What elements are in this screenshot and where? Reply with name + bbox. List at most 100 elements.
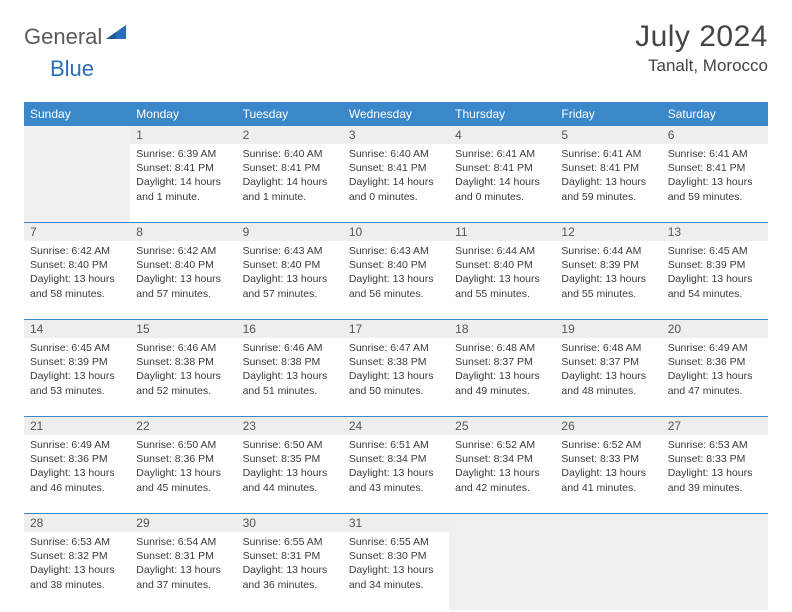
daylight-text: Daylight: 13 hours and 47 minutes. xyxy=(668,369,762,397)
daylight-text: Daylight: 14 hours and 1 minute. xyxy=(243,175,337,203)
calendar-cell: Sunrise: 6:54 AMSunset: 8:31 PMDaylight:… xyxy=(130,532,236,610)
sunset-text: Sunset: 8:38 PM xyxy=(136,355,230,369)
sunset-text: Sunset: 8:41 PM xyxy=(668,161,762,175)
sunrise-text: Sunrise: 6:46 AM xyxy=(243,341,337,355)
calendar-cell-empty xyxy=(555,532,661,610)
daynum-cell: 16 xyxy=(237,320,343,338)
sunrise-text: Sunrise: 6:52 AM xyxy=(561,438,655,452)
weeks-container: 123456Sunrise: 6:39 AMSunset: 8:41 PMDay… xyxy=(24,126,768,610)
sunrise-text: Sunrise: 6:43 AM xyxy=(243,244,337,258)
sunrise-text: Sunrise: 6:42 AM xyxy=(30,244,124,258)
sunrise-text: Sunrise: 6:44 AM xyxy=(561,244,655,258)
daylight-text: Daylight: 13 hours and 39 minutes. xyxy=(668,466,762,494)
day-header-monday: Monday xyxy=(130,102,236,126)
daynum-cell: 18 xyxy=(449,320,555,338)
sunrise-text: Sunrise: 6:42 AM xyxy=(136,244,230,258)
sunrise-text: Sunrise: 6:55 AM xyxy=(349,535,443,549)
daylight-text: Daylight: 13 hours and 57 minutes. xyxy=(243,272,337,300)
sunset-text: Sunset: 8:34 PM xyxy=(455,452,549,466)
week-row: Sunrise: 6:45 AMSunset: 8:39 PMDaylight:… xyxy=(24,338,768,417)
sunrise-text: Sunrise: 6:41 AM xyxy=(455,147,549,161)
daylight-text: Daylight: 13 hours and 59 minutes. xyxy=(561,175,655,203)
daynum-cell: 25 xyxy=(449,417,555,435)
sunrise-text: Sunrise: 6:45 AM xyxy=(668,244,762,258)
calendar-cell: Sunrise: 6:40 AMSunset: 8:41 PMDaylight:… xyxy=(237,144,343,222)
daylight-text: Daylight: 13 hours and 59 minutes. xyxy=(668,175,762,203)
sunrise-text: Sunrise: 6:53 AM xyxy=(30,535,124,549)
calendar: Sunday Monday Tuesday Wednesday Thursday… xyxy=(24,102,768,610)
daynum-cell: 1 xyxy=(130,126,236,144)
daylight-text: Daylight: 13 hours and 50 minutes. xyxy=(349,369,443,397)
daylight-text: Daylight: 13 hours and 34 minutes. xyxy=(349,563,443,591)
calendar-cell: Sunrise: 6:51 AMSunset: 8:34 PMDaylight:… xyxy=(343,435,449,513)
daylight-text: Daylight: 13 hours and 41 minutes. xyxy=(561,466,655,494)
calendar-cell: Sunrise: 6:48 AMSunset: 8:37 PMDaylight:… xyxy=(449,338,555,416)
week-daynum-row: 21222324252627 xyxy=(24,417,768,435)
sunrise-text: Sunrise: 6:40 AM xyxy=(243,147,337,161)
calendar-cell: Sunrise: 6:44 AMSunset: 8:39 PMDaylight:… xyxy=(555,241,661,319)
sunset-text: Sunset: 8:38 PM xyxy=(243,355,337,369)
daynum-cell: 22 xyxy=(130,417,236,435)
sunset-text: Sunset: 8:41 PM xyxy=(136,161,230,175)
daylight-text: Daylight: 13 hours and 58 minutes. xyxy=(30,272,124,300)
daylight-text: Daylight: 13 hours and 42 minutes. xyxy=(455,466,549,494)
day-header-wednesday: Wednesday xyxy=(343,102,449,126)
day-header-saturday: Saturday xyxy=(662,102,768,126)
daynum-cell: 12 xyxy=(555,223,661,241)
daylight-text: Daylight: 14 hours and 0 minutes. xyxy=(455,175,549,203)
logo-text-general: General xyxy=(24,24,102,50)
sunset-text: Sunset: 8:32 PM xyxy=(30,549,124,563)
daylight-text: Daylight: 13 hours and 56 minutes. xyxy=(349,272,443,300)
sunset-text: Sunset: 8:39 PM xyxy=(30,355,124,369)
sunset-text: Sunset: 8:40 PM xyxy=(243,258,337,272)
sunset-text: Sunset: 8:31 PM xyxy=(136,549,230,563)
sunrise-text: Sunrise: 6:48 AM xyxy=(455,341,549,355)
sunset-text: Sunset: 8:33 PM xyxy=(561,452,655,466)
sunrise-text: Sunrise: 6:50 AM xyxy=(243,438,337,452)
sunset-text: Sunset: 8:35 PM xyxy=(243,452,337,466)
sunset-text: Sunset: 8:33 PM xyxy=(668,452,762,466)
calendar-cell: Sunrise: 6:47 AMSunset: 8:38 PMDaylight:… xyxy=(343,338,449,416)
daynum-cell xyxy=(449,514,555,532)
daylight-text: Daylight: 13 hours and 53 minutes. xyxy=(30,369,124,397)
sunset-text: Sunset: 8:30 PM xyxy=(349,549,443,563)
sunrise-text: Sunrise: 6:46 AM xyxy=(136,341,230,355)
daylight-text: Daylight: 13 hours and 51 minutes. xyxy=(243,369,337,397)
week-daynum-row: 28293031 xyxy=(24,514,768,532)
daylight-text: Daylight: 13 hours and 37 minutes. xyxy=(136,563,230,591)
daynum-cell: 17 xyxy=(343,320,449,338)
day-headers-row: Sunday Monday Tuesday Wednesday Thursday… xyxy=(24,102,768,126)
day-header-friday: Friday xyxy=(555,102,661,126)
sunset-text: Sunset: 8:39 PM xyxy=(561,258,655,272)
week-row: Sunrise: 6:39 AMSunset: 8:41 PMDaylight:… xyxy=(24,144,768,223)
daynum-cell: 29 xyxy=(130,514,236,532)
calendar-cell: Sunrise: 6:46 AMSunset: 8:38 PMDaylight:… xyxy=(237,338,343,416)
calendar-cell: Sunrise: 6:52 AMSunset: 8:33 PMDaylight:… xyxy=(555,435,661,513)
week-daynum-row: 78910111213 xyxy=(24,223,768,241)
week-row: Sunrise: 6:53 AMSunset: 8:32 PM Daylight:… xyxy=(24,532,768,610)
sunset-text: Sunset: 8:40 PM xyxy=(349,258,443,272)
calendar-cell: Sunrise: 6:43 AMSunset: 8:40 PMDaylight:… xyxy=(237,241,343,319)
calendar-cell: Sunrise: 6:43 AMSunset: 8:40 PMDaylight:… xyxy=(343,241,449,319)
sunset-text: Sunset: 8:40 PM xyxy=(136,258,230,272)
daynum-cell: 7 xyxy=(24,223,130,241)
sunrise-text: Sunrise: 6:49 AM xyxy=(30,438,124,452)
calendar-cell: Sunrise: 6:46 AMSunset: 8:38 PMDaylight:… xyxy=(130,338,236,416)
daylight-text: Daylight: 13 hours and 57 minutes. xyxy=(136,272,230,300)
sunset-text: Sunset: 8:36 PM xyxy=(668,355,762,369)
daynum-cell: 19 xyxy=(555,320,661,338)
calendar-cell-empty xyxy=(24,144,130,222)
daynum-cell: 31 xyxy=(343,514,449,532)
calendar-cell: Sunrise: 6:53 AMSunset: 8:32 PMDaylight:… xyxy=(24,532,130,610)
daylight-text: Daylight: 13 hours and 49 minutes. xyxy=(455,369,549,397)
sunset-text: Sunset: 8:34 PM xyxy=(349,452,443,466)
calendar-cell: Sunrise: 6:48 AMSunset: 8:37 PMDaylight:… xyxy=(555,338,661,416)
logo: General xyxy=(24,24,128,50)
daynum-cell: 8 xyxy=(130,223,236,241)
daylight-text: Daylight: 13 hours and 55 minutes. xyxy=(561,272,655,300)
sunrise-text: Sunrise: 6:41 AM xyxy=(668,147,762,161)
sunrise-text: Sunrise: 6:55 AM xyxy=(243,535,337,549)
daylight-text: Daylight: 13 hours and 46 minutes. xyxy=(30,466,124,494)
daylight-text: Daylight: 14 hours and 1 minute. xyxy=(136,175,230,203)
daylight-text: Daylight: 13 hours and 43 minutes. xyxy=(349,466,443,494)
